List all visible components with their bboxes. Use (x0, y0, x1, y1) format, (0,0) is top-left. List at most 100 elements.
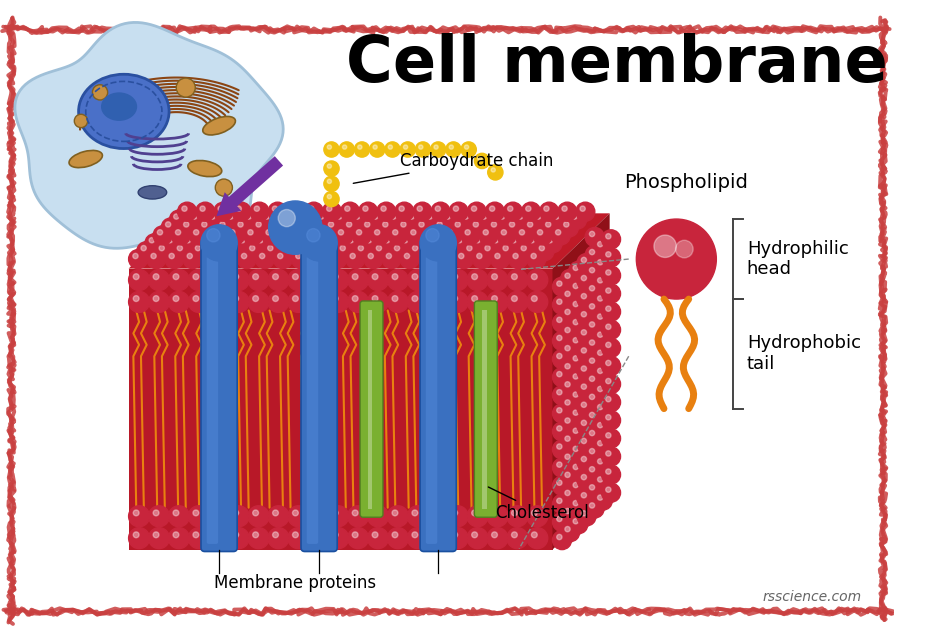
Circle shape (602, 429, 621, 448)
Circle shape (372, 296, 378, 301)
Circle shape (233, 274, 239, 279)
Circle shape (388, 145, 393, 149)
Circle shape (382, 249, 401, 269)
Polygon shape (15, 22, 284, 248)
Circle shape (552, 331, 572, 351)
Circle shape (477, 253, 482, 259)
Circle shape (495, 210, 515, 229)
Circle shape (331, 238, 335, 243)
Circle shape (304, 246, 309, 251)
Circle shape (445, 214, 451, 219)
Circle shape (425, 229, 439, 242)
Circle shape (413, 202, 432, 221)
Circle shape (562, 206, 567, 212)
Circle shape (456, 238, 462, 243)
Circle shape (531, 210, 550, 229)
Circle shape (243, 226, 263, 245)
Circle shape (565, 508, 570, 513)
Circle shape (423, 253, 427, 259)
Circle shape (364, 222, 370, 227)
Circle shape (334, 226, 353, 245)
Circle shape (227, 242, 246, 261)
Circle shape (352, 510, 358, 516)
Circle shape (590, 376, 594, 381)
Circle shape (228, 269, 249, 290)
Circle shape (173, 532, 179, 538)
Circle shape (597, 440, 603, 446)
Circle shape (606, 397, 611, 402)
Circle shape (272, 510, 279, 516)
Circle shape (573, 283, 578, 288)
Circle shape (483, 229, 488, 235)
Circle shape (366, 238, 372, 243)
Circle shape (530, 238, 534, 243)
Circle shape (527, 528, 547, 549)
Circle shape (531, 253, 536, 259)
Circle shape (565, 273, 570, 278)
Circle shape (189, 528, 209, 549)
Circle shape (527, 292, 547, 312)
Circle shape (341, 202, 360, 221)
Circle shape (452, 510, 457, 516)
Circle shape (405, 253, 409, 259)
Circle shape (208, 506, 229, 527)
Circle shape (561, 414, 579, 433)
Polygon shape (552, 213, 609, 549)
Circle shape (408, 292, 428, 312)
Circle shape (361, 218, 379, 237)
Circle shape (336, 214, 342, 219)
Circle shape (358, 145, 362, 149)
Circle shape (552, 531, 572, 549)
Circle shape (328, 528, 348, 549)
Circle shape (675, 240, 693, 258)
Circle shape (347, 269, 368, 290)
Circle shape (461, 226, 480, 245)
Circle shape (447, 528, 469, 549)
Circle shape (200, 206, 206, 212)
Circle shape (309, 206, 314, 212)
Circle shape (388, 506, 408, 527)
Circle shape (405, 210, 423, 229)
Circle shape (318, 214, 324, 219)
Circle shape (230, 229, 235, 235)
Circle shape (412, 510, 418, 516)
Circle shape (512, 510, 517, 516)
Circle shape (269, 202, 287, 221)
Circle shape (593, 364, 612, 383)
Circle shape (233, 510, 239, 516)
Circle shape (590, 249, 594, 254)
Circle shape (558, 202, 577, 221)
Circle shape (503, 202, 522, 221)
Circle shape (352, 296, 358, 301)
Circle shape (296, 253, 301, 259)
Circle shape (527, 506, 547, 527)
Circle shape (133, 274, 139, 279)
Circle shape (432, 274, 438, 279)
Circle shape (165, 249, 184, 269)
Circle shape (552, 494, 572, 513)
Circle shape (238, 222, 243, 227)
Circle shape (419, 145, 423, 149)
Circle shape (197, 218, 217, 237)
Circle shape (552, 386, 572, 405)
Circle shape (492, 274, 498, 279)
Circle shape (332, 296, 338, 301)
Circle shape (561, 469, 579, 487)
Circle shape (173, 296, 179, 301)
Circle shape (182, 206, 187, 212)
Circle shape (290, 206, 296, 212)
FancyBboxPatch shape (360, 301, 383, 517)
Circle shape (373, 214, 378, 219)
Circle shape (602, 483, 621, 503)
Polygon shape (129, 213, 609, 269)
Circle shape (364, 249, 383, 269)
Circle shape (511, 238, 516, 243)
Circle shape (509, 222, 515, 227)
Circle shape (392, 510, 398, 516)
Circle shape (403, 238, 408, 243)
Circle shape (234, 218, 253, 237)
Circle shape (310, 249, 329, 269)
Circle shape (300, 242, 318, 261)
Circle shape (597, 422, 603, 428)
Circle shape (577, 398, 596, 417)
